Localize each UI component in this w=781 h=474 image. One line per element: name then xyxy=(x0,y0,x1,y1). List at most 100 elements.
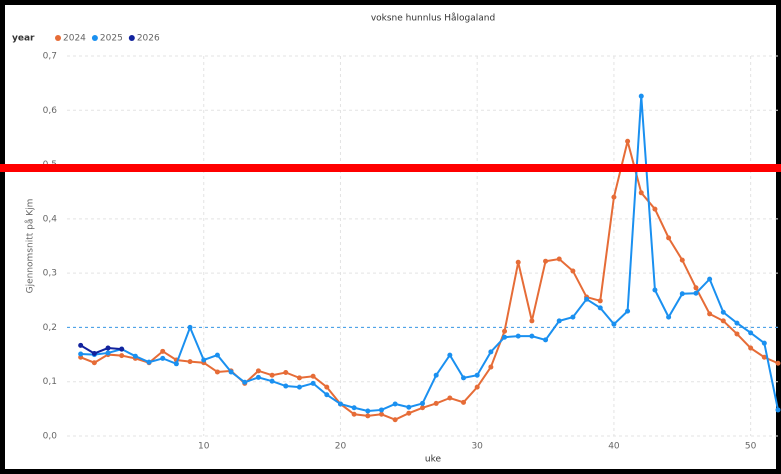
data-point xyxy=(488,349,494,355)
data-point xyxy=(570,268,576,274)
data-point xyxy=(105,345,111,351)
data-point xyxy=(337,401,343,407)
x-tick-label: 10 xyxy=(198,442,210,452)
data-point xyxy=(529,318,535,324)
data-point xyxy=(269,378,275,384)
data-point xyxy=(707,276,713,282)
data-point xyxy=(269,372,275,378)
data-point xyxy=(242,379,248,385)
data-point xyxy=(447,395,453,401)
data-point xyxy=(310,373,316,379)
data-point xyxy=(283,383,289,389)
data-point xyxy=(734,331,740,337)
data-point xyxy=(502,328,508,334)
data-point xyxy=(693,285,699,291)
x-axis-label: uke xyxy=(425,455,442,465)
legend-item: 2026 xyxy=(128,34,160,44)
data-point xyxy=(365,413,371,419)
legend-item: 2024 xyxy=(55,34,86,44)
series-line xyxy=(80,140,779,421)
y-tick-label: 0,2 xyxy=(43,323,57,333)
data-point xyxy=(228,369,234,375)
data-point xyxy=(748,330,754,336)
data-point xyxy=(187,324,193,330)
data-point xyxy=(529,333,535,339)
data-point xyxy=(146,359,152,365)
data-point xyxy=(296,384,302,390)
data-point xyxy=(761,340,767,346)
data-point xyxy=(310,380,316,386)
data-point xyxy=(720,318,726,324)
data-point xyxy=(638,93,644,99)
data-point xyxy=(734,320,740,326)
y-tick-label: 0,6 xyxy=(43,106,58,116)
data-point xyxy=(570,314,576,320)
legend-item: 2025 xyxy=(91,34,123,44)
data-point xyxy=(365,408,371,414)
data-point xyxy=(625,138,631,144)
data-point xyxy=(474,372,480,378)
legend-title: year xyxy=(12,34,35,44)
data-point xyxy=(201,357,207,363)
data-point xyxy=(775,360,781,366)
data-point xyxy=(679,257,685,263)
data-point xyxy=(666,314,672,320)
data-point xyxy=(406,410,412,416)
data-point xyxy=(748,345,754,351)
data-point xyxy=(214,352,220,358)
data-point xyxy=(502,334,508,340)
data-point xyxy=(160,348,166,354)
data-point xyxy=(119,353,125,359)
data-point xyxy=(255,374,261,380)
data-point xyxy=(461,399,467,405)
data-point xyxy=(351,411,357,417)
data-point xyxy=(392,401,398,407)
y-tick-label: 0,7 xyxy=(43,52,57,62)
y-tick-label: 0,3 xyxy=(43,269,57,279)
series-line xyxy=(80,344,122,355)
x-tick-label: 30 xyxy=(471,442,483,452)
data-point xyxy=(78,342,84,348)
data-point xyxy=(351,405,357,411)
data-point xyxy=(543,337,549,343)
data-point xyxy=(652,287,658,293)
y-axis-label: Gjennomsnitt på Kjm xyxy=(25,199,36,294)
data-point xyxy=(597,298,603,304)
data-point xyxy=(543,258,549,264)
legend-label: 2024 xyxy=(63,34,86,44)
data-point xyxy=(761,354,767,360)
data-point xyxy=(515,259,521,265)
y-tick-label: 0,1 xyxy=(43,377,57,387)
data-point xyxy=(214,369,220,375)
data-point xyxy=(406,404,412,410)
legend-marker xyxy=(91,35,98,41)
data-point xyxy=(433,400,439,406)
legend-label: 2025 xyxy=(100,34,123,44)
data-point xyxy=(775,407,781,413)
data-point xyxy=(611,321,617,327)
x-tick-label: 40 xyxy=(608,442,620,452)
data-point xyxy=(625,308,631,314)
data-point xyxy=(324,384,330,390)
data-point xyxy=(119,346,125,352)
legend-marker xyxy=(55,35,61,41)
data-point xyxy=(160,355,166,361)
chart-title: voksne hunnlus Hålogaland xyxy=(371,13,495,24)
data-point xyxy=(173,361,179,367)
data-point xyxy=(447,352,453,358)
data-point xyxy=(707,311,713,317)
data-point xyxy=(652,206,658,212)
legend-label: 2026 xyxy=(137,34,160,44)
data-point xyxy=(91,350,97,356)
data-point xyxy=(666,235,672,241)
data-point xyxy=(187,359,193,365)
data-point xyxy=(693,290,699,296)
data-point xyxy=(584,296,590,302)
red-highlight-bar xyxy=(0,164,781,172)
data-point xyxy=(556,318,562,324)
data-point xyxy=(378,407,384,413)
data-point xyxy=(720,309,726,315)
y-tick-label: 0,0 xyxy=(43,432,58,442)
